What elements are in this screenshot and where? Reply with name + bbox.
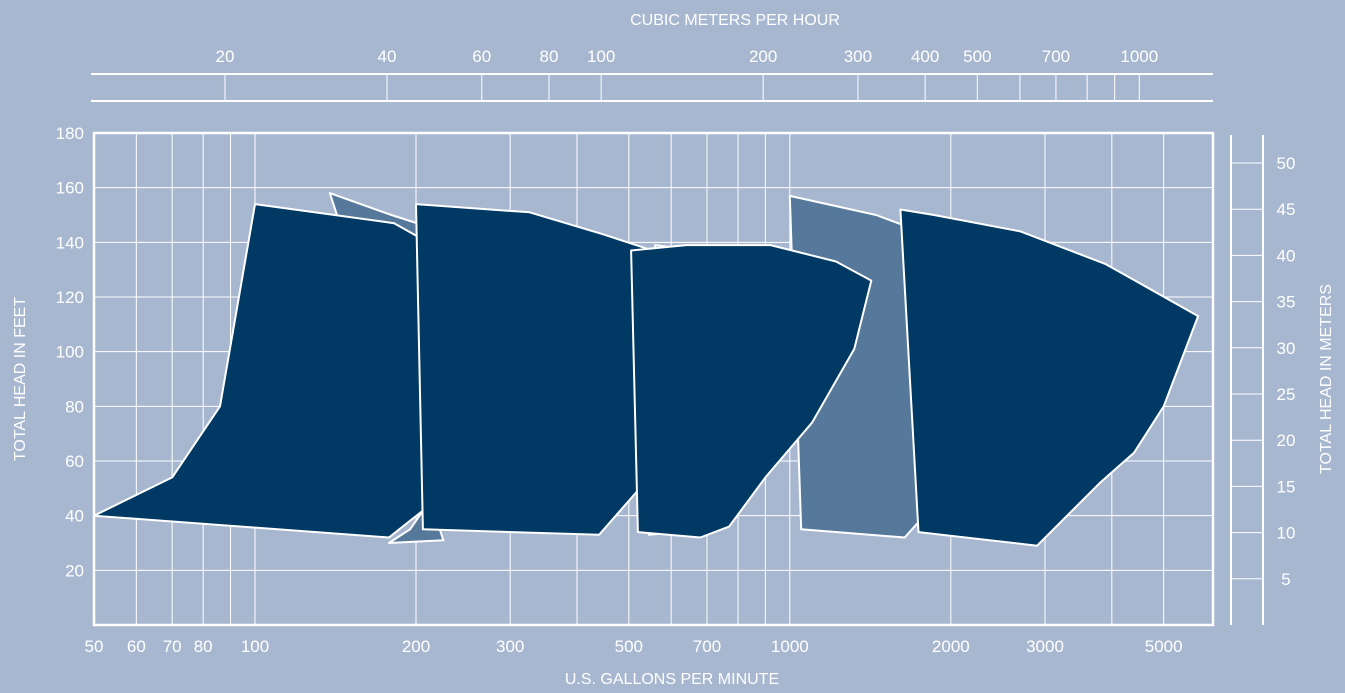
right-tick-label: 15	[1277, 477, 1296, 496]
right-tick-label: 35	[1277, 293, 1296, 312]
x-tick-label: 70	[163, 637, 182, 656]
top-tick-label: 400	[911, 47, 939, 66]
left-axis-ticks: 20 40 60 80 100 120 140 160 180	[56, 124, 84, 580]
top-tick-label: 60	[472, 47, 491, 66]
x-tick-label: 60	[127, 637, 146, 656]
bottom-axis-ticks: 50 60 70 80 100 200 300 500 700 1000 2000 3000 5000	[85, 637, 1183, 656]
y-tick-label: 40	[65, 507, 84, 526]
performance-regions	[93, 192, 1200, 547]
left-axis-title: TOTAL HEAD IN FEET	[12, 297, 29, 461]
top-tick-label: 200	[749, 47, 777, 66]
y-tick-label: 160	[56, 179, 84, 198]
right-axis-ticks: 5 10 15 20 25 30 35 40 45 50	[1231, 154, 1295, 589]
x-tick-label: 50	[85, 637, 104, 656]
y-tick-label: 20	[65, 561, 84, 580]
x-tick-label: 5000	[1145, 637, 1183, 656]
y-tick-label: 140	[56, 233, 84, 252]
top-tick-label: 1000	[1120, 47, 1158, 66]
y-tick-label: 120	[56, 288, 84, 307]
right-tick-label: 40	[1277, 246, 1296, 265]
x-tick-label: 80	[194, 637, 213, 656]
right-tick-label: 5	[1281, 570, 1290, 589]
right-axis: 5 10 15 20 25 30 35 40 45 50 TOTAL HEAD IN METERS	[1230, 135, 1335, 625]
x-tick-label: 3000	[1026, 637, 1064, 656]
x-tick-label: 300	[496, 637, 524, 656]
y-tick-label: 60	[65, 452, 84, 471]
top-tick-label: 40	[378, 47, 397, 66]
top-axis-ticks: 20 40 60 80 100 200 300 400 500 700 1000	[216, 47, 1158, 101]
top-axis-title: CUBIC METERS PER HOUR	[630, 12, 840, 29]
top-tick-label: 700	[1042, 47, 1070, 66]
top-tick-label: 80	[540, 47, 559, 66]
right-tick-label: 30	[1277, 339, 1296, 358]
region-dark-7	[899, 208, 1200, 547]
left-axis: 20 40 60 80 100 120 140 160 180 TOTAL HEAD IN FE…	[12, 124, 84, 580]
right-tick-label: 45	[1277, 200, 1296, 219]
plot-frame	[92, 131, 1215, 627]
x-tick-label: 100	[241, 637, 269, 656]
right-axis-title: TOTAL HEAD IN METERS	[1318, 284, 1335, 474]
plot-area	[92, 131, 1215, 627]
top-tick-label: 300	[844, 47, 872, 66]
right-tick-label: 20	[1277, 431, 1296, 450]
x-tick-label: 200	[402, 637, 430, 656]
x-tick-label: 500	[615, 637, 643, 656]
bottom-axis: 50 60 70 80 100 200 300 500 700 1000 2000 3000 5000 …	[85, 637, 1183, 688]
bottom-axis-title: U.S. GALLONS PER MINUTE	[565, 671, 779, 688]
top-tick-label: 500	[963, 47, 991, 66]
top-tick-label: 100	[587, 47, 615, 66]
x-tick-label: 2000	[932, 637, 970, 656]
y-tick-label: 100	[56, 343, 84, 362]
right-tick-label: 10	[1277, 524, 1296, 543]
region-dark-6	[630, 244, 873, 539]
y-tick-label: 80	[65, 397, 84, 416]
top-tick-label: 20	[216, 47, 235, 66]
y-tick-label: 180	[56, 124, 84, 143]
x-tick-label: 700	[693, 637, 721, 656]
top-axis: CUBIC METERS PER HOUR 20 40 60 80 100 200 300 4…	[91, 12, 1213, 102]
right-tick-label: 25	[1277, 385, 1296, 404]
x-tick-label: 1000	[771, 637, 809, 656]
right-tick-label: 50	[1277, 154, 1296, 173]
